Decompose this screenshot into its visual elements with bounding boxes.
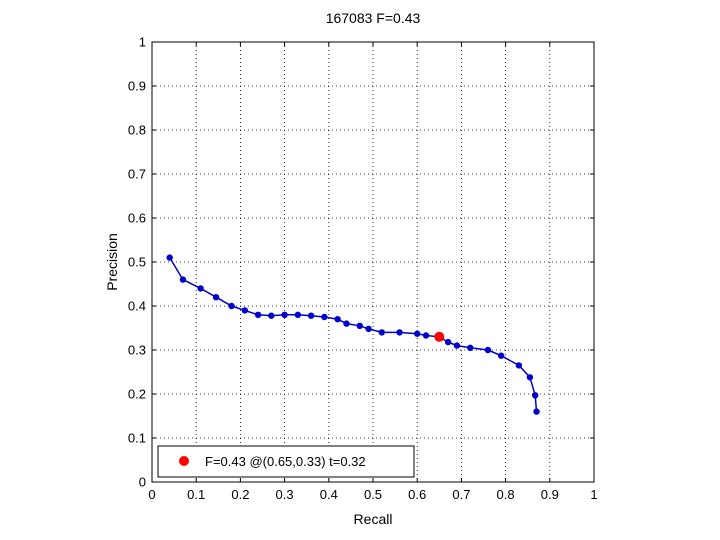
pr-curve-point [497, 352, 505, 359]
legend-box [157, 445, 415, 478]
legend-marker [179, 456, 189, 466]
y-tick-label: 0.2 [128, 387, 146, 402]
x-tick-label: 0.4 [320, 487, 338, 502]
x-tick-label: 0.2 [231, 487, 249, 502]
legend: F=0.43 @(0.65,0.33) t=0.32 [157, 445, 415, 478]
pr-curve-point [533, 408, 540, 415]
y-tick-label: 0.9 [128, 79, 146, 94]
pr-curve-point [515, 362, 523, 369]
best-f-point [434, 331, 445, 342]
pr-curve-point [343, 320, 350, 327]
x-tick-label: 0.6 [408, 487, 426, 502]
pr-curve-point [453, 342, 461, 349]
pr-curve-point [321, 313, 328, 321]
pr-curve-point [281, 311, 288, 318]
chart-title: 167083 F=0.43 [326, 10, 421, 26]
x-tick-label: 0.9 [541, 487, 559, 502]
pr-curve-point [467, 344, 474, 351]
y-tick-label: 0.6 [128, 211, 146, 226]
pr-curve-point [532, 392, 539, 399]
axis-ticks [151, 41, 595, 483]
x-tick-label: 0.8 [497, 487, 515, 502]
x-tick-label: 0.1 [187, 487, 205, 502]
pr-curve-point [179, 276, 187, 283]
pr-curve-point [212, 294, 220, 301]
pr-curve-point [356, 322, 363, 329]
pr-curve-point [484, 346, 492, 354]
pr-curve-point [307, 312, 315, 319]
y-tick-label: 0 [139, 475, 146, 490]
x-tick-label: 0.7 [452, 487, 470, 502]
legend-label: F=0.43 @(0.65,0.33) t=0.32 [205, 454, 366, 469]
y-tick-label: 0.8 [128, 123, 146, 138]
grid-lines [152, 42, 594, 482]
y-tick-label: 0.4 [128, 299, 146, 314]
pr-curve-point [334, 316, 341, 323]
pr-curve-point [197, 285, 204, 292]
x-tick-label: 0.5 [364, 487, 382, 502]
x-axis-label: Recall [354, 511, 393, 527]
pr-curve-point [166, 254, 173, 261]
x-tick-label: 0 [148, 487, 155, 502]
pr-curve-point [396, 329, 403, 336]
pr-curve-point [414, 330, 421, 337]
y-tick-label: 0.1 [128, 431, 146, 446]
pr-curve-point [444, 338, 452, 346]
y-tick-label: 1 [139, 35, 146, 50]
x-tick-label: 1 [590, 487, 597, 502]
pr-curve-point [294, 311, 302, 318]
pr-curve-point [241, 307, 249, 314]
x-tick-labels: 0 0.1 0.2 0.3 0.4 0.5 0.6 0.7 0.8 0.9 1 [148, 487, 597, 502]
series-group [166, 254, 540, 415]
pr-curve-point [422, 332, 430, 339]
y-tick-label: 0.5 [128, 255, 146, 270]
y-tick-label: 0.7 [128, 167, 146, 182]
pr-curve-point [526, 374, 534, 381]
pr-curve-point [254, 311, 262, 318]
pr-curve-point [378, 329, 386, 336]
y-axis-label: Precision [104, 233, 120, 291]
y-tick-labels: 0 0.1 0.2 0.3 0.4 0.5 0.6 0.7 0.8 0.9 1 [128, 35, 146, 490]
pr-curve-point [268, 312, 275, 319]
pr-curve-point [365, 325, 372, 333]
highlight-group [434, 331, 445, 342]
y-tick-label: 0.3 [128, 343, 146, 358]
pr-curve-point [228, 302, 235, 310]
x-tick-label: 0.3 [276, 487, 294, 502]
